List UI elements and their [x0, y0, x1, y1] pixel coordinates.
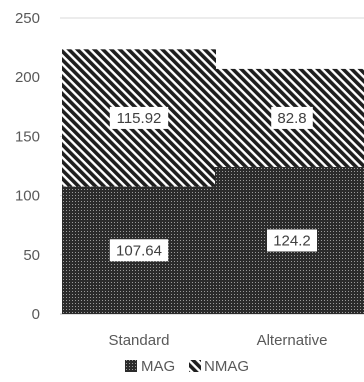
data-label-box [271, 106, 313, 129]
category-label: Standard [109, 332, 170, 349]
y-tick-label: 200 [15, 69, 40, 86]
data-label: 107.64 [116, 242, 162, 259]
y-tick-label: 150 [15, 128, 40, 145]
legend-label-mag: MAG [141, 358, 175, 375]
data-label: 124.2 [273, 232, 311, 249]
data-label: 82.8 [277, 110, 306, 127]
data-label-box [267, 229, 317, 252]
y-tick-label: 50 [23, 247, 40, 264]
data-label-box [109, 239, 169, 262]
y-tick-label: 100 [15, 188, 40, 205]
data-label: 115.92 [117, 110, 162, 127]
category-label: Alternative [257, 332, 328, 349]
y-tick-label: 0 [32, 306, 40, 323]
legend-label-nmag: NMAG [204, 358, 249, 375]
y-axis-tick-labels: 0 50 100 150 200 250 [15, 10, 40, 323]
bars [62, 49, 364, 314]
x-axis-category-labels: Standard Alternative [109, 332, 328, 349]
legend-swatch-nmag [189, 360, 201, 372]
legend-swatch-mag [125, 360, 137, 372]
legend: MAG NMAG [125, 358, 249, 375]
data-label-box [109, 106, 169, 129]
data-labels: 107.64 115.92 124.2 82.8 [109, 106, 317, 262]
y-tick-label: 250 [15, 10, 40, 27]
